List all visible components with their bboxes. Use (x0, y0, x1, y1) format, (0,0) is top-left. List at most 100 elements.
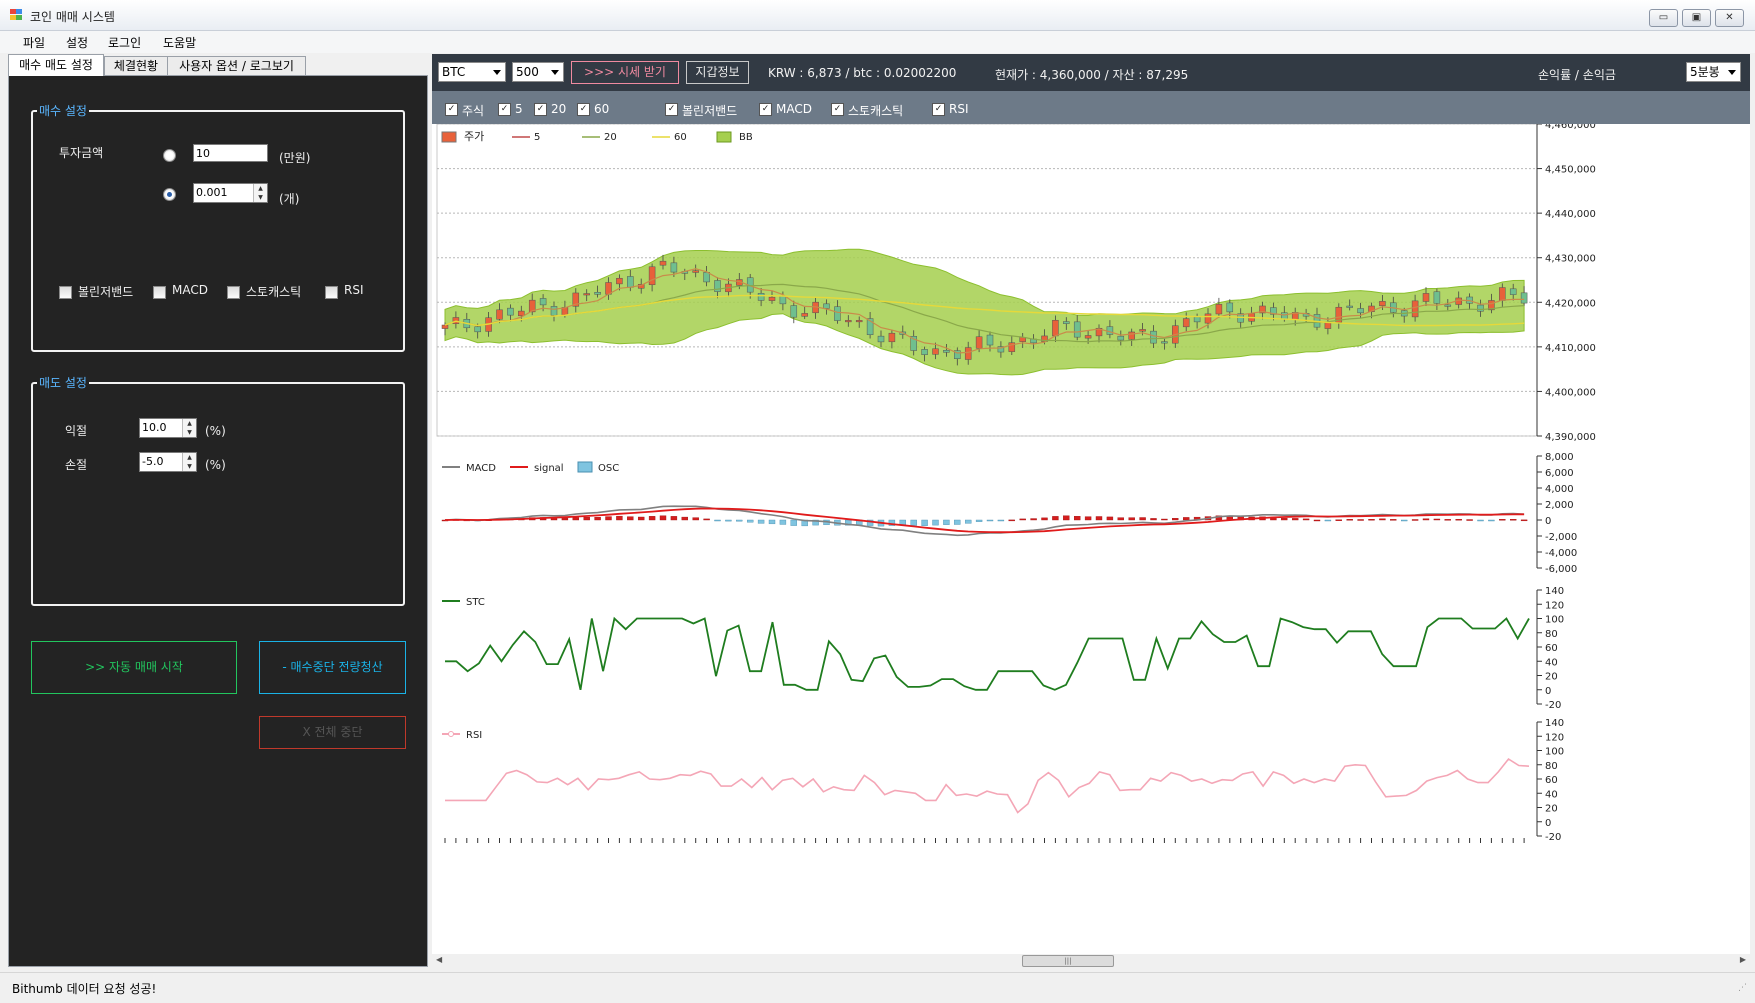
interval-select[interactable]: 5분봉 (1686, 62, 1741, 82)
show-ma60-checkbox[interactable]: ✓ (577, 103, 590, 116)
osc-bar (1063, 515, 1070, 521)
candle-body (1499, 287, 1506, 301)
osc-bar (1401, 519, 1408, 522)
candle-body (714, 280, 721, 292)
window-title: 코인 매매 시스템 (30, 10, 115, 24)
show-price-checkbox[interactable]: ✓ (445, 103, 458, 116)
spin-arrows-icon[interactable]: ▲ ▼ (182, 453, 196, 471)
stop-loss-stepper[interactable]: -5.0 ▲ ▼ (139, 452, 197, 472)
candle-body (1488, 300, 1495, 311)
rsi-tick-label: -20 (1545, 832, 1561, 843)
stc-tick-label: 120 (1545, 600, 1564, 611)
macd-tick-label: 4,000 (1545, 484, 1574, 495)
qty-stepper[interactable]: 0.001 ▲ ▼ (193, 183, 268, 203)
stop-loss-unit: (%) (205, 458, 226, 472)
show-macd-label: MACD (776, 102, 812, 116)
close-button[interactable]: ✕ (1715, 9, 1744, 27)
legend-price-swatch (441, 131, 457, 143)
qty-radio[interactable] (163, 188, 176, 201)
osc-bar (1313, 519, 1321, 522)
show-ma5-checkbox[interactable]: ✓ (498, 103, 511, 116)
osc-bar (1128, 517, 1135, 521)
osc-bar (1008, 519, 1015, 522)
dropdown-arrow-icon (1728, 70, 1736, 75)
rsi-tick-label: 20 (1545, 804, 1558, 815)
menu-settings[interactable]: 설정 (66, 36, 89, 50)
rsi-checkbox[interactable] (325, 286, 338, 299)
candle-body (855, 320, 863, 323)
spin-arrows-icon[interactable]: ▲ ▼ (253, 184, 267, 202)
osc-bar (1346, 519, 1353, 521)
scroll-left-icon[interactable]: ◀ (436, 955, 443, 964)
chart-area: BTC 500 >>> 시세 받기 지갑정보 KRW : 6,873 / btc… (432, 54, 1750, 967)
osc-bar (943, 519, 950, 525)
tab-buy-sell[interactable]: 매수 매도 설정 (8, 54, 104, 76)
osc-bar (1335, 519, 1342, 521)
candle-body (1444, 304, 1452, 307)
minimize-button[interactable]: ▭ (1649, 9, 1678, 27)
amount-radio[interactable] (163, 149, 176, 162)
tab-trades[interactable]: 체결현황 (104, 56, 168, 75)
candle-body (1281, 312, 1288, 320)
osc-bar (921, 519, 928, 526)
candle-body (1270, 307, 1277, 315)
coin-select[interactable]: BTC (438, 62, 506, 82)
osc-bar (779, 519, 787, 525)
osc-bar (757, 519, 765, 524)
candle-body (779, 295, 787, 305)
candle-body (703, 272, 710, 283)
maximize-button[interactable]: ▣ (1682, 9, 1711, 27)
show-rsi-checkbox[interactable]: ✓ (932, 103, 945, 116)
tab-user-options[interactable]: 사용자 옵션 / 로그보기 (167, 56, 306, 75)
scroll-right-icon[interactable]: ▶ (1739, 955, 1746, 964)
osc-bar (888, 519, 896, 526)
menu-file[interactable]: 파일 (23, 36, 46, 50)
bollinger-checkbox[interactable] (59, 286, 72, 299)
sell-settings-group: 매도 설정 익절 10.0 ▲ ▼ (%) 손절 -5.0 ▲ ▼ (%) (31, 374, 405, 606)
ma5-line (444, 268, 1525, 354)
candle-body (986, 334, 994, 346)
menu-help[interactable]: 도움말 (163, 36, 197, 50)
osc-bar (1379, 518, 1386, 521)
count-select[interactable]: 500 (512, 62, 564, 82)
stc-tick-label: 60 (1545, 643, 1558, 654)
status-bar: Bithumb 데이터 요청 성공! ⋰ (0, 972, 1755, 1003)
krw-balance: KRW : 6,873 / btc : 0.02002200 (768, 66, 957, 80)
candle-body (757, 293, 765, 301)
show-macd-checkbox[interactable]: ✓ (759, 103, 772, 116)
vertical-scrollbar[interactable] (1739, 124, 1750, 954)
price-asset-info: 현재가 : 4,360,000 / 자산 : 87,295 (995, 68, 1189, 82)
osc-bar (725, 519, 732, 522)
dropdown-arrow-icon (493, 70, 501, 75)
amount-input[interactable]: 10 (193, 144, 268, 162)
candle-body (1106, 326, 1114, 335)
take-profit-stepper[interactable]: 10.0 ▲ ▼ (139, 418, 197, 438)
show-ma20-checkbox[interactable]: ✓ (534, 103, 547, 116)
spin-arrows-icon[interactable]: ▲ ▼ (182, 419, 196, 437)
osc-bar (1444, 519, 1451, 521)
stochastic-checkbox[interactable] (227, 286, 240, 299)
osc-bar (1117, 517, 1124, 521)
osc-bar (648, 516, 656, 521)
menu-login[interactable]: 로그인 (108, 36, 142, 50)
resize-grip-icon[interactable]: ⋰ (1738, 983, 1747, 993)
show-stochastic-checkbox[interactable]: ✓ (831, 103, 844, 116)
wallet-info-button[interactable]: 지갑정보 (686, 61, 749, 84)
candle-body (1357, 308, 1364, 314)
candle-body (1193, 316, 1201, 323)
osc-bar (681, 516, 689, 521)
osc-bar (1324, 519, 1332, 522)
stop-all-button[interactable]: X 전체 중단 (259, 716, 406, 749)
stop-buy-liquidate-button[interactable]: - 매수중단 전량청산 (259, 641, 406, 694)
count-value: 500 (516, 65, 539, 79)
macd-checkbox[interactable] (153, 286, 166, 299)
candle-body (528, 299, 536, 313)
show-ma60-label: 60 (594, 102, 610, 116)
legend-rsi-marker (448, 731, 454, 737)
start-auto-trade-button[interactable]: >> 자동 매매 시작 (31, 641, 237, 694)
horizontal-scrollbar[interactable]: ◀ ||| ▶ (432, 954, 1750, 967)
fetch-price-button[interactable]: >>> 시세 받기 (571, 61, 679, 84)
show-bollinger-checkbox[interactable]: ✓ (665, 103, 678, 116)
legend-bb-swatch (716, 131, 732, 143)
scroll-thumb[interactable]: ||| (1022, 955, 1114, 967)
